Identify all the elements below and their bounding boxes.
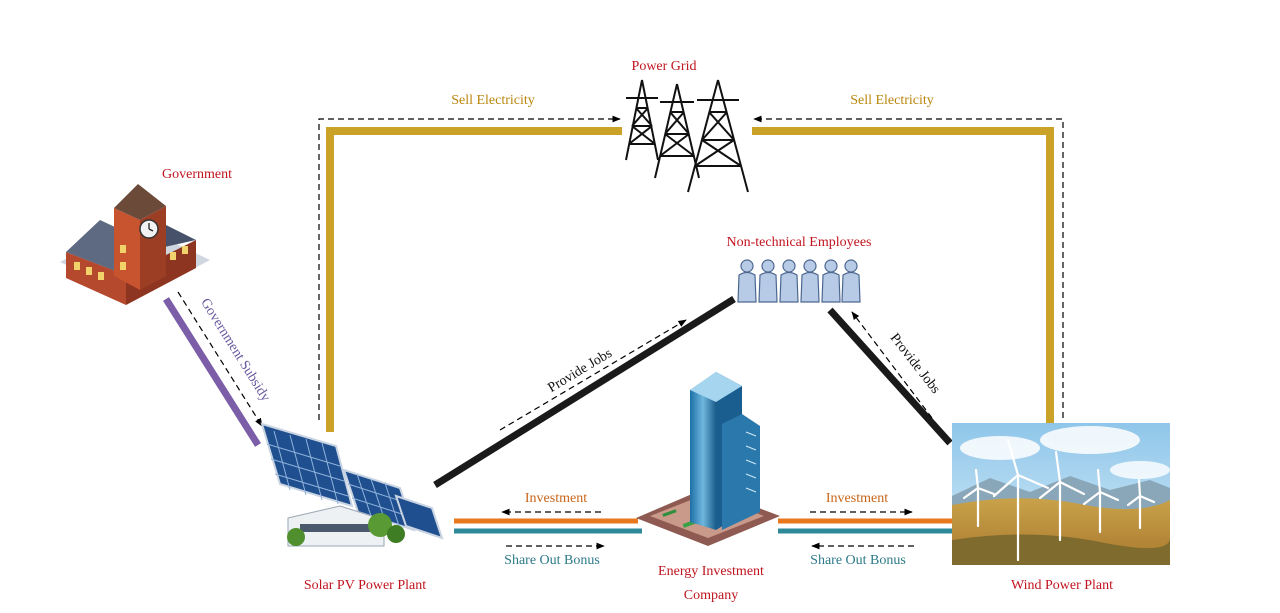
jobs-arrow-left xyxy=(499,319,687,431)
sell-electricity-label-left: Sell Electricity xyxy=(451,93,535,108)
company-label-line1: Energy Investment xyxy=(658,564,764,579)
subsidy-line xyxy=(163,297,261,447)
provide-jobs-label-left: Provide Jobs xyxy=(545,346,614,396)
sell-electricity-left-flow: Sell Electricity xyxy=(318,93,622,432)
solar-panel-icon xyxy=(260,422,444,547)
wind-plant-node: Wind Power Plant xyxy=(952,423,1170,593)
wind-plant-label: Wind Power Plant xyxy=(1011,578,1113,593)
investment-right-flow: Investment Share Out Bonus xyxy=(778,491,952,568)
investment-label-left: Investment xyxy=(525,491,587,506)
sell-arrow-left xyxy=(318,115,621,420)
provide-jobs-right-flow: Provide Jobs xyxy=(827,307,953,446)
sell-electricity-label-right: Sell Electricity xyxy=(850,93,934,108)
solar-plant-node: Solar PV Power Plant xyxy=(260,422,444,593)
bonus-label-right: Share Out Bonus xyxy=(810,553,906,568)
transmission-tower-icon xyxy=(625,79,749,193)
jobs-line-left xyxy=(433,296,736,488)
subsidy-arrow xyxy=(177,291,263,427)
employees-node: Non-technical Employees xyxy=(726,235,872,303)
investment-label-right: Investment xyxy=(826,491,888,506)
jobs-arrow-right xyxy=(851,311,933,419)
sell-line-left xyxy=(326,127,622,432)
employees-label: Non-technical Employees xyxy=(726,235,871,250)
power-grid-label: Power Grid xyxy=(632,59,697,74)
company-node: Energy Investment Company xyxy=(636,372,780,603)
government-building-icon xyxy=(60,184,210,305)
bonus-label-left: Share Out Bonus xyxy=(504,553,600,568)
sell-electricity-right-flow: Sell Electricity xyxy=(752,93,1064,425)
sell-line-right xyxy=(752,127,1054,425)
provide-jobs-left-flow: Provide Jobs xyxy=(433,296,736,488)
office-tower-icon xyxy=(636,372,780,546)
employees-group-icon xyxy=(737,259,861,303)
government-label: Government xyxy=(162,167,232,182)
jobs-line-right xyxy=(827,307,953,446)
investment-left-flow: Investment Share Out Bonus xyxy=(454,491,642,568)
solar-plant-label: Solar PV Power Plant xyxy=(304,578,426,593)
government-subsidy-label: Government Subsidy xyxy=(197,296,273,405)
power-grid-node: Power Grid xyxy=(625,59,749,193)
sell-arrow-right xyxy=(753,115,1064,418)
government-node: Government xyxy=(60,167,232,305)
company-label-line2: Company xyxy=(684,588,738,603)
wind-farm-picture xyxy=(952,423,1170,565)
government-subsidy-flow: Government Subsidy xyxy=(163,291,273,447)
